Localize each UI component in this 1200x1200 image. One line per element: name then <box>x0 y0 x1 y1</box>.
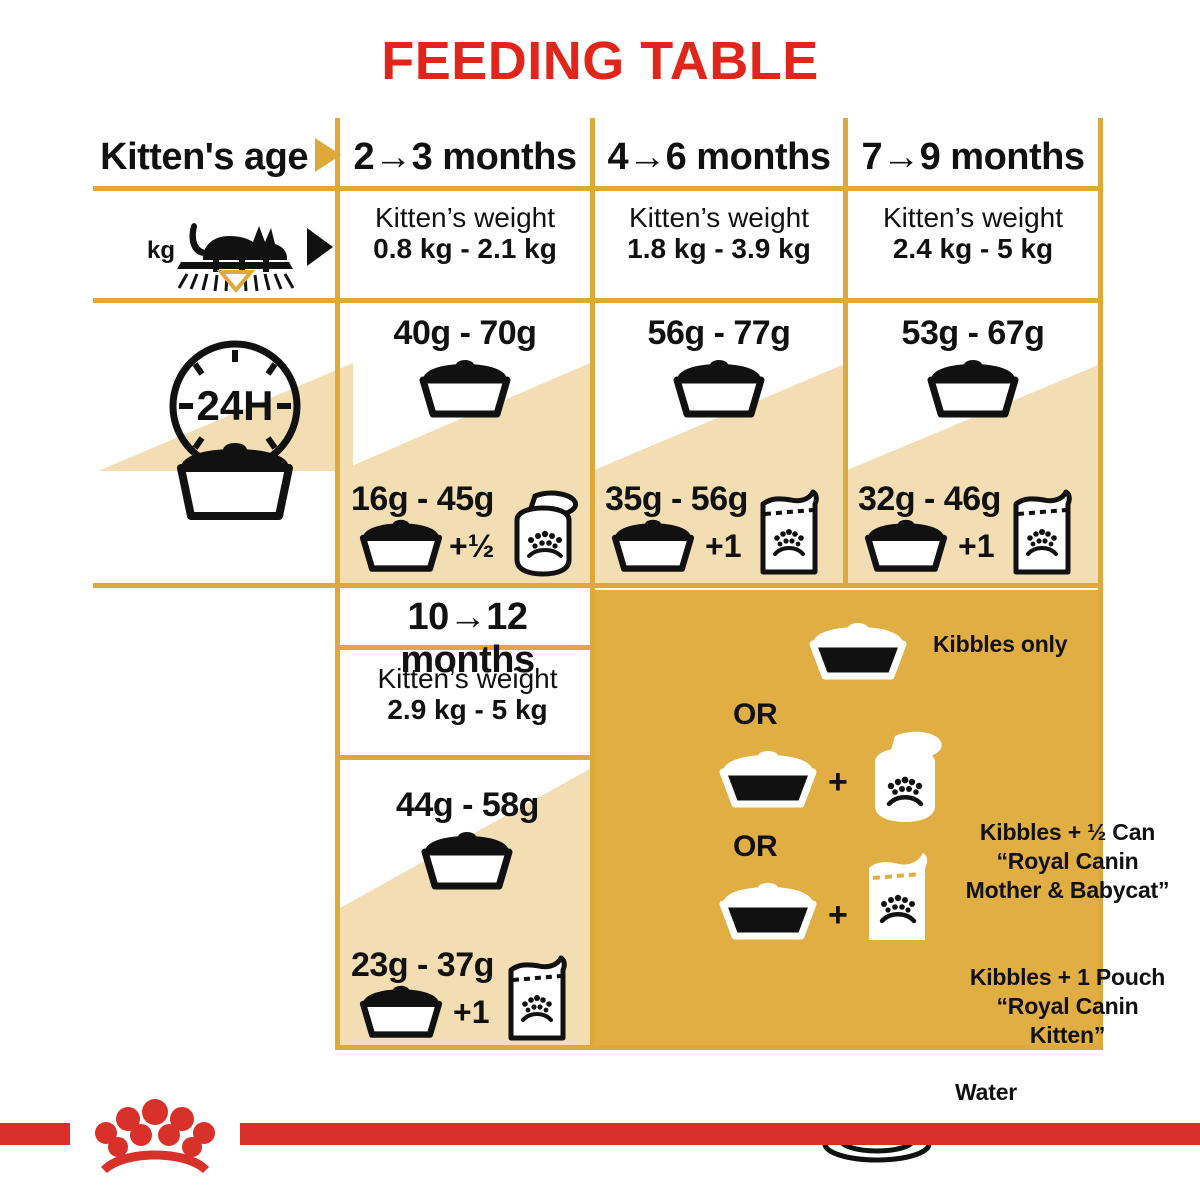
weight-label-col2: Kitten’s weight <box>628 202 810 233</box>
legend-label-2: Kibbles + ½ Can “Royal Canin Mother & Ba… <box>955 818 1180 904</box>
hrule-below-header <box>93 186 1103 191</box>
24h-label: 24H <box>196 382 273 429</box>
brand-bar <box>0 1123 1200 1145</box>
legend-label-3-line2: “Royal Canin <box>996 992 1139 1019</box>
legend-label-1: Kibbles only <box>933 631 1068 657</box>
legend-or-2: OR <box>733 830 778 863</box>
wet-amount-col2: 35g - 56g <box>605 480 748 518</box>
legend-label-2-line1: Kibbles + ½ Can <box>979 819 1156 845</box>
water-jug-icon <box>773 1058 943 1163</box>
bottom-plus-one: +1 <box>453 994 490 1030</box>
royal-canin-crown-icon <box>75 1095 235 1175</box>
hrule-bottom-age <box>340 645 595 650</box>
bottom-weight-label: Kitten’s weight <box>377 663 558 694</box>
plus-half-col1: +½ <box>449 528 495 564</box>
pouch-icon-col3 <box>1008 486 1080 578</box>
vrule-col2-right <box>843 118 848 583</box>
hrule-below-weight <box>93 298 1103 303</box>
bottom-age-header: 10→12 months <box>400 596 535 681</box>
kibbles-amount-col1: 40g - 70g <box>393 314 537 352</box>
legend-label-3-line1: Kibbles + 1 Pouch <box>969 964 1166 990</box>
vrule-table-right <box>1098 118 1103 1050</box>
24h-clock-bowl-icon: 24H <box>143 318 328 533</box>
legend-label-2-line3: Mother & Babycat” <box>965 876 1170 903</box>
wet-amount-col1: 16g - 45g <box>351 480 494 518</box>
bottom-bowl-icon-wet <box>355 984 447 1040</box>
weight-label-col1: Kitten’s weight <box>374 202 556 233</box>
bottom-wet-amount: 23g - 37g <box>351 946 494 984</box>
legend-or-1: OR <box>733 698 778 731</box>
header-age-col3: 7→9 months <box>861 136 1085 178</box>
cat-on-scale-icon: kg <box>141 196 331 294</box>
weight-value-col1: 0.8 kg - 2.1 kg <box>373 233 557 265</box>
legend-pouch-icon <box>861 848 939 948</box>
legend-bowl-icon-1 <box>803 620 913 682</box>
weight-value-col2: 1.8 kg - 3.9 kg <box>627 233 811 265</box>
kibbles-amount-col3: 53g - 67g <box>901 314 1045 352</box>
legend-bowl-icon-3 <box>713 880 823 942</box>
bottom-kibbles-amount: 44g - 58g <box>396 786 539 824</box>
legend-label-4: Water <box>955 1079 1018 1105</box>
bowl-icon-col2 <box>669 358 769 420</box>
weight-arrow-icon <box>307 228 333 266</box>
bottom-weight-cell: Kitten’s weight 2.9 kg - 5 kg <box>340 663 595 726</box>
plus-one-col2: +1 <box>705 528 742 564</box>
header-age-col1: 2→3 months <box>353 136 577 178</box>
legend-label-3-line3: Kitten” <box>1029 1021 1106 1048</box>
can-icon-col1 <box>505 490 583 578</box>
plus-one-col3: +1 <box>958 528 995 564</box>
weight-cell-col2: Kitten’s weight 1.8 kg - 3.9 kg <box>595 202 843 265</box>
feeding-table: Kitten's age 2→3 months 4→6 months 7→9 m… <box>93 118 1170 1163</box>
legend-label-3: Kibbles + 1 Pouch “Royal Canin Kitten” <box>955 963 1180 1049</box>
bowl-icon-wet-col2 <box>607 518 699 574</box>
bottom-pouch-icon <box>503 952 575 1044</box>
bottom-weight-value: 2.9 kg - 5 kg <box>387 694 548 726</box>
weight-cell-col1: Kitten’s weight 0.8 kg - 2.1 kg <box>340 202 590 265</box>
hrule-below-daily <box>93 583 1103 588</box>
bottom-bowl-icon <box>417 830 517 892</box>
hrule-bottom-weight <box>340 755 595 760</box>
legend-plus-1: + <box>828 763 848 801</box>
svg-text:kg: kg <box>147 237 175 264</box>
bowl-icon-col1 <box>415 358 515 420</box>
row-label-kittens-age: Kitten's age <box>100 136 308 178</box>
vrule-col1-right <box>590 118 595 1050</box>
bowl-icon-wet-col1 <box>355 518 447 574</box>
legend-can-icon <box>861 726 953 826</box>
header-age-col2: 4→6 months <box>607 136 831 178</box>
legend-plus-2: + <box>828 896 848 934</box>
pouch-icon-col2 <box>755 486 827 578</box>
bowl-icon-col3 <box>923 358 1023 420</box>
legend-label-2-line2: “Royal Canin <box>996 847 1139 874</box>
weight-value-col3: 2.4 kg - 5 kg <box>892 233 1054 265</box>
vrule-col1-left <box>335 118 340 1050</box>
hrule-table-bottom <box>340 1045 1103 1050</box>
weight-label-col3: Kitten’s weight <box>882 202 1064 233</box>
header-arrow-icon <box>315 138 341 172</box>
weight-cell-col3: Kitten’s weight 2.4 kg - 5 kg <box>848 202 1098 265</box>
kibbles-amount-col2: 56g - 77g <box>647 314 791 352</box>
wet-amount-col3: 32g - 46g <box>858 480 1001 518</box>
legend-bowl-icon-2 <box>713 748 823 810</box>
bowl-icon-wet-col3 <box>860 518 952 574</box>
page-title: FEEDING TABLE <box>381 31 819 91</box>
